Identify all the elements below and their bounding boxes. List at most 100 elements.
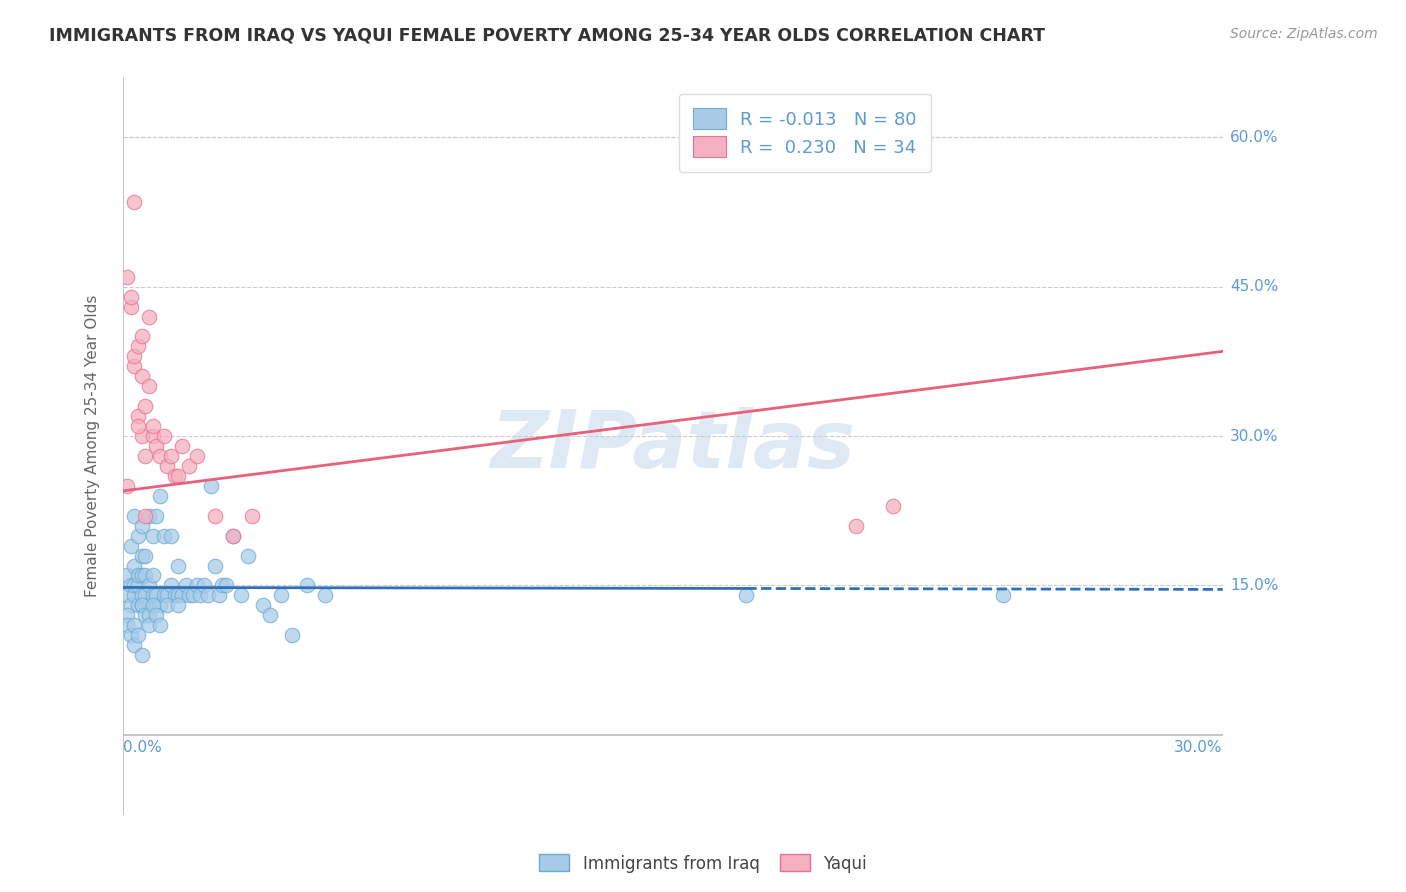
Text: 60.0%: 60.0% <box>1230 129 1278 145</box>
Text: 0.0%: 0.0% <box>124 739 162 755</box>
Point <box>127 419 149 434</box>
Point <box>131 369 153 384</box>
Point <box>845 518 868 533</box>
Point <box>138 379 160 393</box>
Point <box>138 618 160 632</box>
Point <box>134 449 156 463</box>
Point <box>131 518 153 533</box>
Point <box>152 529 174 543</box>
Text: Female Poverty Among 25-34 Year Olds: Female Poverty Among 25-34 Year Olds <box>84 295 100 597</box>
Point <box>124 194 146 209</box>
Text: 15.0%: 15.0% <box>1230 578 1278 593</box>
Point <box>120 628 142 642</box>
Point <box>120 599 142 613</box>
Point <box>115 269 138 284</box>
Point <box>259 608 281 623</box>
Point <box>179 589 201 603</box>
Point <box>149 449 172 463</box>
Point <box>142 529 165 543</box>
Point <box>160 449 183 463</box>
Point <box>138 578 160 592</box>
Point <box>170 589 193 603</box>
Point <box>156 599 179 613</box>
Point <box>167 469 190 483</box>
Point <box>131 589 153 603</box>
Point <box>124 589 146 603</box>
Point <box>115 479 138 493</box>
Point <box>142 419 165 434</box>
Point <box>295 578 318 592</box>
Text: ZIPatlas: ZIPatlas <box>491 407 855 485</box>
Point <box>138 508 160 523</box>
Point <box>115 568 138 582</box>
Point <box>127 409 149 423</box>
Point <box>145 589 167 603</box>
Point <box>127 628 149 642</box>
Text: 45.0%: 45.0% <box>1230 279 1278 294</box>
Point <box>156 589 179 603</box>
Point <box>186 578 208 592</box>
Point <box>142 589 165 603</box>
Point <box>134 568 156 582</box>
Point <box>127 339 149 353</box>
Point <box>193 578 215 592</box>
Point <box>134 549 156 563</box>
Point <box>124 508 146 523</box>
Point <box>163 469 186 483</box>
Point <box>160 578 183 592</box>
Point <box>142 429 165 443</box>
Point <box>131 599 153 613</box>
Point <box>131 568 153 582</box>
Point <box>149 599 172 613</box>
Point <box>207 589 229 603</box>
Point <box>134 608 156 623</box>
Point <box>124 638 146 652</box>
Point <box>222 529 245 543</box>
Point <box>222 529 245 543</box>
Point <box>167 558 190 573</box>
Point <box>124 578 146 592</box>
Point <box>115 608 138 623</box>
Point <box>186 449 208 463</box>
Point <box>120 289 142 303</box>
Point <box>167 599 190 613</box>
Point <box>127 529 149 543</box>
Point <box>149 618 172 632</box>
Text: IMMIGRANTS FROM IRAQ VS YAQUI FEMALE POVERTY AMONG 25-34 YEAR OLDS CORRELATION C: IMMIGRANTS FROM IRAQ VS YAQUI FEMALE POV… <box>49 27 1045 45</box>
Point <box>120 300 142 314</box>
Point <box>124 349 146 363</box>
Point <box>167 589 190 603</box>
Point <box>204 558 226 573</box>
Point <box>160 529 183 543</box>
Point <box>124 359 146 374</box>
Point <box>174 578 197 592</box>
Text: 30.0%: 30.0% <box>1174 739 1223 755</box>
Point <box>181 589 204 603</box>
Point <box>124 558 146 573</box>
Point <box>134 399 156 413</box>
Point <box>200 479 222 493</box>
Legend: R = -0.013   N = 80, R =  0.230   N = 34: R = -0.013 N = 80, R = 0.230 N = 34 <box>679 94 931 171</box>
Point <box>149 489 172 503</box>
Point <box>115 618 138 632</box>
Point <box>252 599 274 613</box>
Point <box>134 599 156 613</box>
Point <box>215 578 238 592</box>
Point <box>145 508 167 523</box>
Point <box>138 599 160 613</box>
Point <box>142 599 165 613</box>
Point <box>882 499 904 513</box>
Point <box>131 648 153 663</box>
Point <box>314 589 336 603</box>
Point <box>229 589 252 603</box>
Point <box>142 568 165 582</box>
Point <box>204 508 226 523</box>
Point <box>131 549 153 563</box>
Text: 30.0%: 30.0% <box>1230 428 1278 443</box>
Point <box>127 568 149 582</box>
Point <box>179 458 201 473</box>
Point <box>197 589 219 603</box>
Point <box>236 549 259 563</box>
Point <box>145 608 167 623</box>
Point <box>134 508 156 523</box>
